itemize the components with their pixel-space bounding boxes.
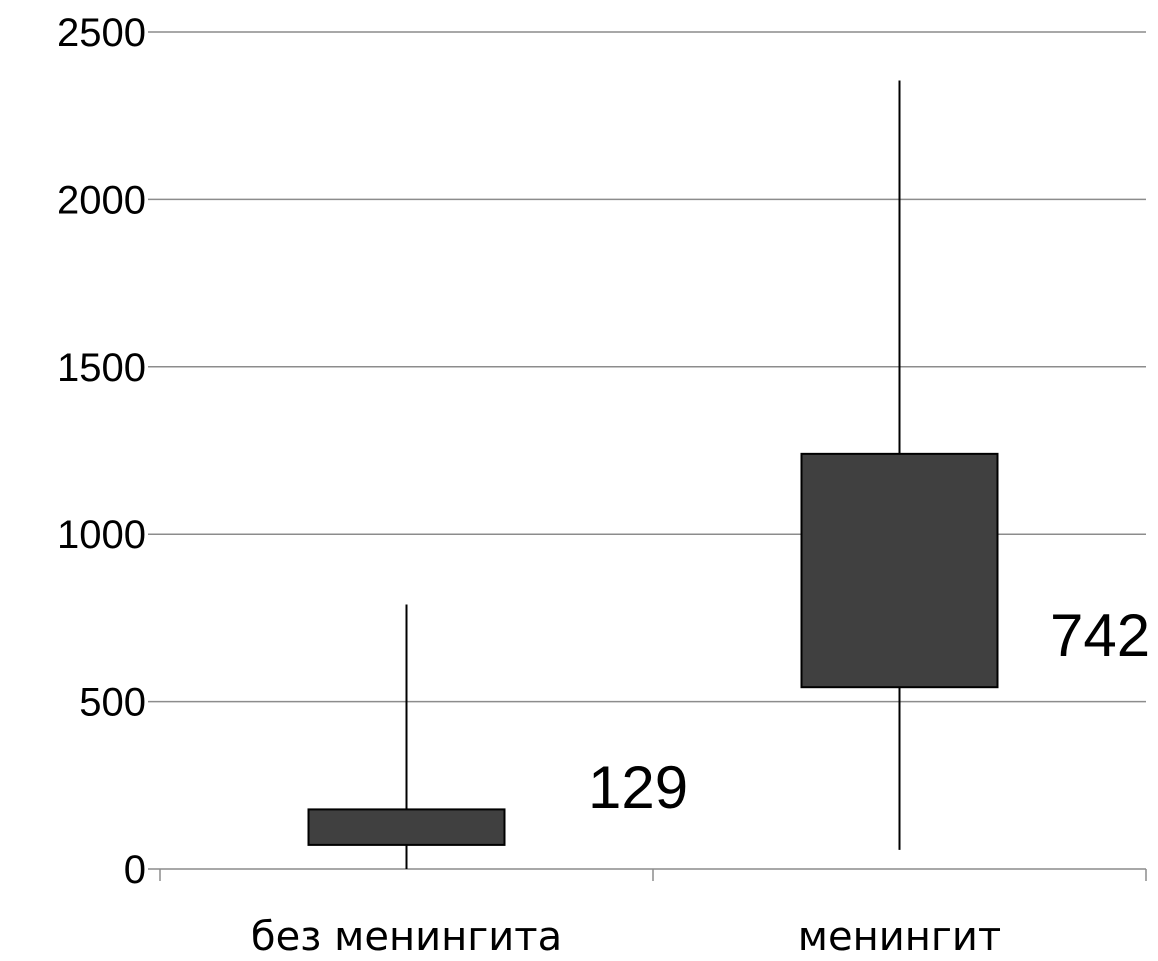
- y-tick-label-1000: 1000: [57, 513, 146, 557]
- box-2: [802, 81, 998, 850]
- box-1: [309, 605, 505, 869]
- y-axis-tick-labels: 0 500 1000 1500 2000 2500: [57, 11, 146, 892]
- y-tick-label-2500: 2500: [57, 11, 146, 55]
- y-tick-label-2000: 2000: [57, 178, 146, 222]
- data-label-2: 742: [1050, 602, 1150, 669]
- box-body: [309, 809, 505, 844]
- data-label-1: 129: [588, 754, 688, 821]
- y-tick-label-1500: 1500: [57, 346, 146, 390]
- x-axis: [148, 869, 1146, 881]
- x-category-label-1: без менингита: [251, 914, 562, 960]
- x-category-label-2: менингит: [798, 914, 1001, 960]
- x-axis-category-labels: без менингита менингит: [251, 914, 1001, 960]
- box-body: [802, 454, 998, 687]
- y-tick-label-500: 500: [79, 681, 146, 725]
- y-tick-label-0: 0: [124, 848, 146, 892]
